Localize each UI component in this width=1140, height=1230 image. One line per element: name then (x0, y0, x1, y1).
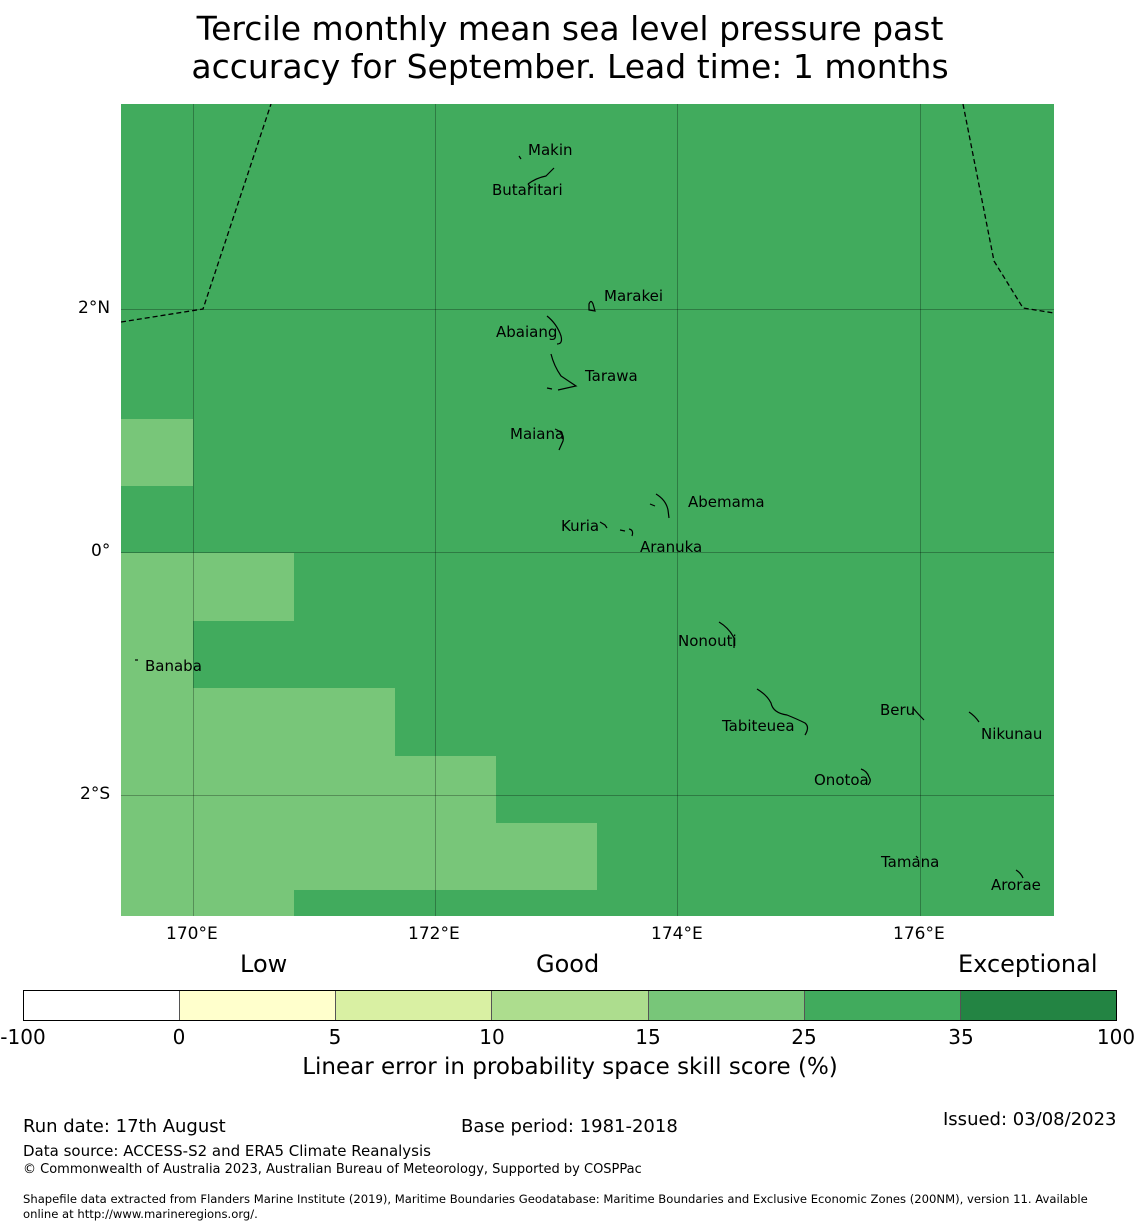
colorbar-tick: 15 (635, 1025, 661, 1049)
colorbar-segment (180, 991, 337, 1020)
island-label-tamana: Tamana (881, 853, 940, 871)
island-beru (912, 707, 925, 721)
map-shapes (121, 104, 1054, 879)
island-nikunau (968, 711, 980, 723)
colorbar-tick: 0 (172, 1025, 186, 1049)
colorbar (23, 990, 1117, 1021)
gridline-176e (920, 104, 921, 916)
light-cell (121, 823, 597, 890)
colorbar-tick: 10 (479, 1025, 505, 1049)
island-tabiteuea (756, 688, 809, 736)
island-label-marakei: Marakei (604, 287, 664, 305)
x-tick-176e: 176°E (893, 924, 945, 944)
island-label-nonouti: Nonouti (678, 632, 737, 650)
data-source: Data source: ACCESS-S2 and ERA5 Climate … (23, 1142, 431, 1160)
x-tick-170e: 170°E (166, 924, 218, 944)
gridline-174e (677, 104, 678, 916)
eez-boundary-west (121, 104, 272, 323)
chart-title: Tercile monthly mean sea level pressure … (0, 10, 1140, 86)
island-label-abemama: Abemama (688, 493, 765, 511)
gridline-2s (121, 795, 1054, 796)
island-tamana (915, 855, 919, 859)
island-label-kuria: Kuria (561, 517, 600, 535)
island-nonouti (718, 621, 735, 648)
colorbar-segment (648, 991, 805, 1020)
island-label-butaritari: Butaritari (492, 181, 563, 199)
colorbar-segment (24, 991, 181, 1020)
island-abaiang (546, 315, 563, 345)
y-tick-2n: 2°N (78, 298, 111, 318)
gridline-172e (435, 104, 436, 916)
colorbar-tick: 5 (328, 1025, 342, 1049)
island-label-tarawa: Tarawa (585, 367, 638, 385)
island-kuria (599, 521, 608, 529)
title-line-1: Tercile monthly mean sea level pressure … (196, 9, 944, 48)
colorbar-label: Linear error in probability space skill … (302, 1054, 838, 1080)
base-period: Base period: 1981-2018 (461, 1116, 678, 1137)
x-tick-172e: 172°E (408, 924, 460, 944)
island-label-tabiteuea: Tabiteuea (722, 717, 795, 735)
island-label-arorae: Arorae (991, 876, 1041, 894)
island-makin (518, 155, 522, 160)
issued-date: Issued: 03/08/2023 (943, 1109, 1117, 1130)
colorbar-segment (960, 991, 1116, 1020)
island-marakei (588, 300, 596, 312)
island-label-onotoa: Onotoa (814, 771, 869, 789)
gridline-equator (121, 552, 1054, 553)
colorbar-segment (492, 991, 649, 1020)
island-tarawa (546, 353, 578, 391)
island-label-banaba: Banaba (145, 657, 202, 675)
island-abemama (649, 493, 670, 519)
y-tick-equator: 0° (91, 541, 111, 561)
colorbar-tick: 100 (1096, 1025, 1136, 1049)
light-cell (121, 621, 193, 688)
island-label-makin: Makin (528, 141, 573, 159)
island-label-abaiang: Abaiang (496, 323, 558, 341)
colorbar-tick: 35 (948, 1025, 974, 1049)
light-cell (121, 688, 395, 756)
island-label-maiana: Maiana (510, 425, 565, 443)
island-label-nikunau: Nikunau (981, 725, 1043, 743)
category-exceptional: Exceptional (958, 950, 1098, 978)
shapefile-credit-line-1: Shapefile data extracted from Flanders M… (23, 1192, 1088, 1206)
category-low: Low (240, 950, 288, 978)
island-label-beru: Beru (880, 701, 916, 719)
light-cell (121, 419, 193, 486)
light-cell (121, 756, 496, 823)
category-good: Good (536, 950, 600, 978)
island-onotoa (860, 768, 871, 786)
x-tick-174e: 174°E (651, 924, 703, 944)
colorbar-tick: 25 (791, 1025, 817, 1049)
island-butaritari (527, 167, 555, 189)
light-cell (121, 553, 294, 621)
shapefile-credit-line-2: online at http://www.marineregions.org/. (23, 1207, 258, 1221)
island-arorae (1015, 869, 1024, 879)
title-line-2: accuracy for September. Lead time: 1 mon… (191, 47, 949, 86)
y-tick-2s: 2°S (80, 784, 111, 804)
gridline-2n (121, 309, 1054, 310)
island-maiana (554, 428, 564, 451)
colorbar-segment (804, 991, 961, 1020)
run-date: Run date: 17th August (23, 1116, 226, 1137)
eez-boundary-east (962, 104, 1054, 314)
gridline-170e (193, 104, 194, 916)
colorbar-tick: -100 (0, 1025, 46, 1049)
island-outlines (135, 155, 1024, 879)
light-cell (121, 890, 294, 916)
colorbar-segment (336, 991, 493, 1020)
skill-score-map: Makin Butaritari Marakei Abaiang Tarawa … (121, 104, 1054, 916)
copyright: © Commonwealth of Australia 2023, Austra… (23, 1162, 642, 1177)
island-aranuka (619, 528, 634, 537)
island-label-aranuka: Aranuka (640, 538, 703, 556)
